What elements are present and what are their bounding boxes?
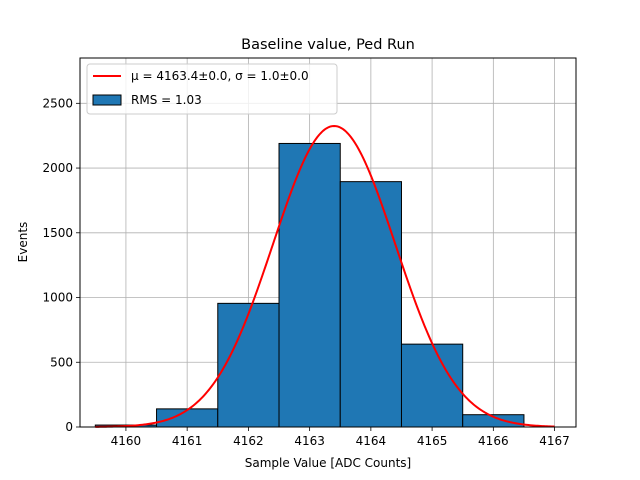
histogram-bar — [156, 408, 219, 428]
x-tick-label: 4165 — [417, 434, 448, 448]
x-tick-label: 4164 — [356, 434, 387, 448]
x-tick-label: 4163 — [294, 434, 325, 448]
y-tick-label: 0 — [65, 420, 73, 434]
histogram-bars — [94, 142, 525, 428]
legend-histogram-swatch — [92, 94, 122, 106]
legend-fit-label: μ = 4163.4±0.0, σ = 1.0±0.0 — [131, 69, 309, 83]
x-tick-label: 4160 — [111, 434, 142, 448]
y-tick-label: 1000 — [42, 291, 73, 305]
x-axis-ticks: 4160 4161 4162 4163 4164 4165 4166 4167 — [111, 427, 570, 448]
y-tick-label: 500 — [50, 355, 73, 369]
legend: μ = 4163.4±0.0, σ = 1.0±0.0 RMS = 1.03 — [86, 63, 338, 115]
y-tick-label: 1500 — [42, 226, 73, 240]
x-tick-label: 4166 — [478, 434, 509, 448]
gaussian-fit-line — [95, 124, 555, 428]
x-tick-label: 4162 — [233, 434, 264, 448]
x-tick-label: 4167 — [539, 434, 570, 448]
histogram-bar — [278, 142, 341, 428]
plot-frame — [79, 57, 577, 428]
x-axis-label: Sample Value [ADC Counts] — [245, 456, 411, 470]
legend-box — [86, 63, 338, 115]
x-tick-label: 4161 — [172, 434, 203, 448]
chart-title: Baseline value, Ped Run — [241, 37, 415, 53]
y-axis-ticks: 0 500 1000 1500 2000 2500 — [42, 96, 80, 434]
y-axis-label: Events — [16, 222, 30, 263]
y-tick-label: 2500 — [42, 96, 73, 110]
histogram-bar — [217, 302, 280, 428]
legend-histogram-label: RMS = 1.03 — [131, 93, 202, 107]
y-tick-label: 2000 — [42, 161, 73, 175]
histogram-bar — [339, 181, 402, 428]
histogram-bar — [400, 343, 464, 428]
